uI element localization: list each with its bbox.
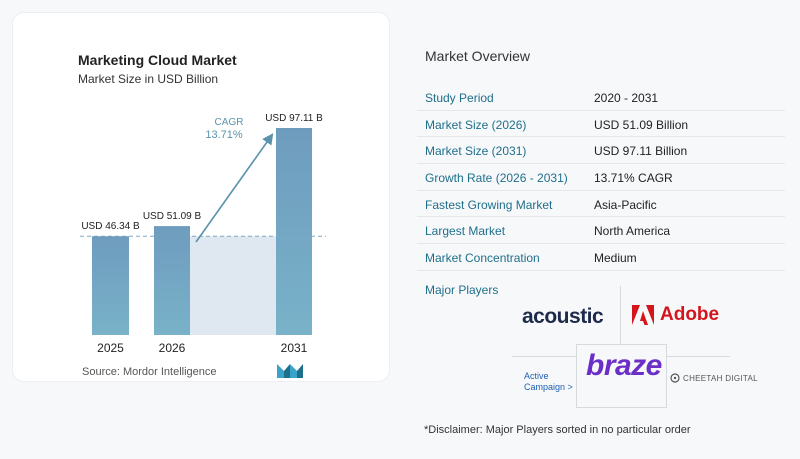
adobe-icon (632, 305, 654, 325)
overview-value: Asia-Pacific (594, 197, 657, 212)
overview-row: Study Period 2020 - 2031 (417, 84, 785, 111)
overview-label: Growth Rate (2026 - 2031) (425, 171, 568, 186)
cheetah-logo-text: CHEETAH DIGITAL (683, 373, 758, 383)
cagr-arrow (195, 133, 274, 243)
acoustic-logo: acoustic (522, 305, 604, 328)
overview-label: Market Concentration (425, 251, 540, 266)
mordor-logo-icon (277, 364, 303, 378)
cheetah-digital-logo: CHEETAH DIGITAL (670, 373, 758, 383)
bar-value-label: USD 51.09 B (143, 211, 202, 222)
overview-label: Market Size (2031) (425, 144, 527, 159)
overview-row: Largest Market North America (417, 217, 785, 245)
overview-value: USD 51.09 Billion (594, 117, 689, 132)
overview-row: Fastest Growing Market Asia-Pacific (417, 191, 785, 218)
overview-row: Growth Rate (2026 - 2031) 13.71% CAGR (417, 164, 785, 191)
overview-row: Market Concentration Medium (417, 244, 785, 271)
divider (512, 356, 576, 357)
overview-label: Largest Market (425, 224, 506, 239)
bar-value-label: USD 97.11 B (265, 113, 323, 124)
x-tick-label: 2031 (281, 341, 308, 355)
bar-chart: USD 46.34 B 2025 USD 51.09 B 2026 USD 97.11 … (80, 113, 326, 355)
cagr-value: 13.71% (205, 129, 243, 141)
overview-label: Fastest Growing Market (425, 197, 553, 212)
disclaimer: *Disclaimer: Major Players sorted in no … (424, 424, 691, 436)
active-campaign-line1: Active (524, 371, 549, 381)
bar-value-label: USD 46.34 B (81, 221, 140, 232)
overview-title: Market Overview (425, 48, 531, 64)
overview-value: North America (594, 224, 671, 239)
divider (576, 344, 577, 408)
players-title: Major Players (425, 283, 499, 297)
overview-row: Market Size (2031) USD 97.11 Billion (417, 137, 785, 165)
active-campaign-line2: Campaign > (524, 382, 573, 392)
overview-label: Market Size (2026) (425, 117, 527, 132)
overview-table: Study Period 2020 - 2031 Market Size (202… (417, 84, 785, 271)
divider (666, 356, 730, 357)
active-campaign-logo: Active Campaign > (524, 371, 573, 393)
bar (154, 226, 190, 335)
braze-logo: braze (586, 349, 662, 382)
chart-title: Marketing Cloud Market (78, 52, 237, 68)
x-tick-label: 2025 (97, 341, 124, 355)
cagr-label: CAGR (215, 117, 244, 128)
overview-value: Medium (594, 251, 637, 266)
baseline-shade (190, 236, 276, 335)
adobe-logo-text: Adobe (660, 304, 720, 325)
adobe-logo: Adobe (632, 304, 719, 326)
divider (576, 407, 667, 408)
divider (666, 344, 667, 408)
bar (276, 128, 312, 335)
chart-subtitle: Market Size in USD Billion (78, 72, 219, 86)
overview-value: 13.71% CAGR (594, 171, 673, 186)
x-tick-label: 2026 (159, 341, 186, 355)
cheetah-icon (670, 373, 680, 383)
bar (92, 236, 129, 335)
divider (576, 344, 667, 345)
divider (620, 286, 621, 344)
overview-value: 2020 - 2031 (594, 91, 659, 105)
overview-label: Study Period (425, 91, 494, 105)
overview-row: Market Size (2026) USD 51.09 Billion (417, 111, 785, 138)
overview-value: USD 97.11 Billion (594, 144, 688, 159)
source-text: Source: Mordor Intelligence (82, 366, 217, 378)
